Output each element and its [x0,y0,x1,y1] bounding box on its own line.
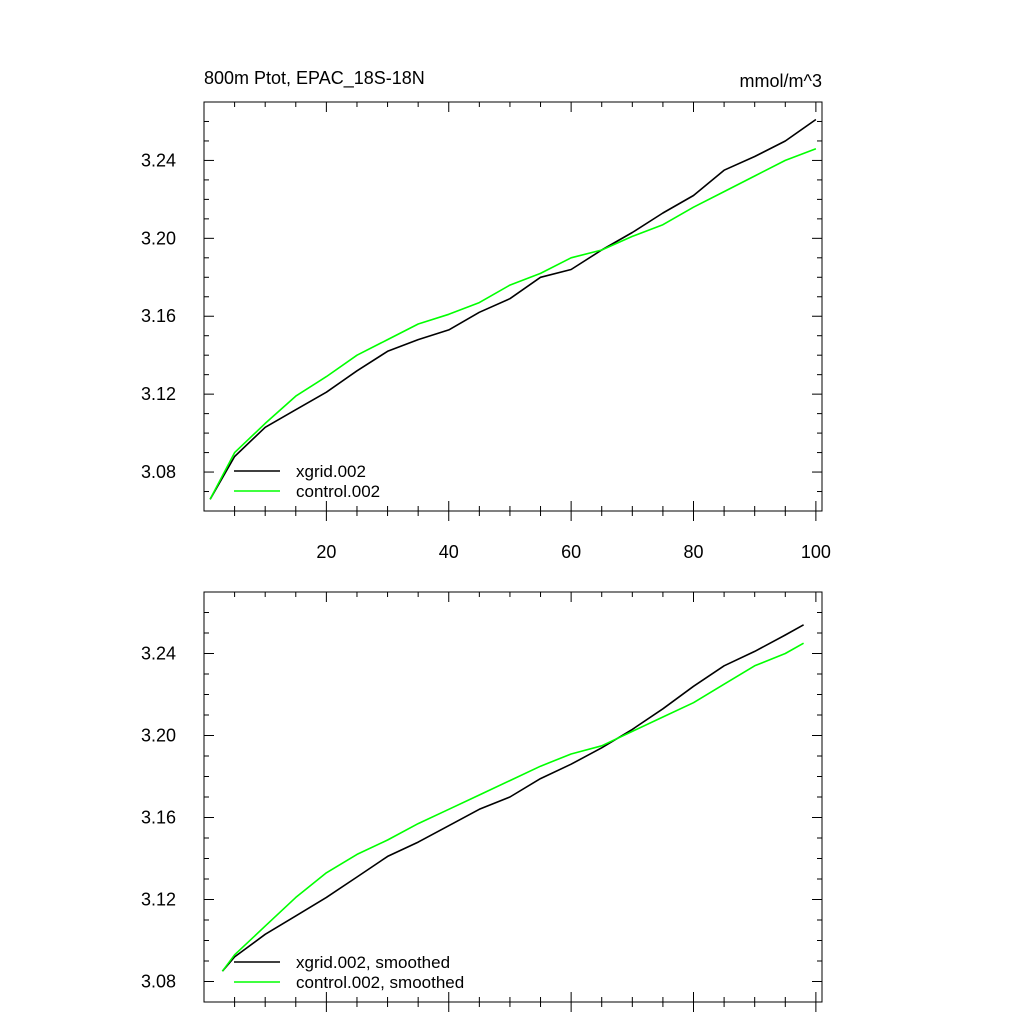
bottom-marks: 3.08 3.12 3.16 3.20 3.24 xgrid.002, smoothedc… [141,591,822,1012]
top-units-label: mmol/m^3 [740,71,822,91]
top-panel: 800m Ptot, EPAC_18S-18N mmol/m^3 3.08 3.1… [141,68,831,562]
top-plot-frame [203,101,823,512]
bottom-ytick-label: 3.08 [141,972,176,992]
top-xtick-label: 60 [561,542,581,562]
top-ytick-label: 3.08 [141,462,176,482]
top-ytick-label: 3.12 [141,384,176,404]
top-xtick-label: 40 [439,542,459,562]
top-ytick-label: 3.20 [141,228,176,248]
bottom-panel: 3.08 3.12 3.16 3.20 3.24 xgrid.002, smoothedc… [141,591,823,1012]
top-series-line-control [209,147,817,500]
top-series-line-xgrid [209,118,817,500]
bottom-legend-label: xgrid.002, smoothed [296,953,450,972]
bottom-series-line-xgrid [221,624,804,972]
bottom-ytick-label: 3.24 [141,644,176,664]
top-legend-label: control.002 [296,482,380,501]
top-marks: 3.08 3.12 3.16 3.20 3.24 20 40 60 80 100 xgrid.002… [141,101,831,562]
top-ytick-label: 3.24 [141,150,176,170]
top-xtick-label: 20 [316,542,336,562]
top-legend-label: xgrid.002 [296,462,366,481]
bottom-ytick-label: 3.16 [141,808,176,828]
top-ytick-label: 3.16 [141,306,176,326]
top-chart-title: 800m Ptot, EPAC_18S-18N [204,68,425,89]
top-xtick-label: 100 [801,542,831,562]
bottom-plot-frame [203,591,823,1003]
bottom-series-line-control [221,642,804,972]
top-xtick-label: 80 [683,542,703,562]
bottom-ytick-label: 3.20 [141,726,176,746]
bottom-legend-label: control.002, smoothed [296,973,464,992]
bottom-ytick-label: 3.12 [141,890,176,910]
